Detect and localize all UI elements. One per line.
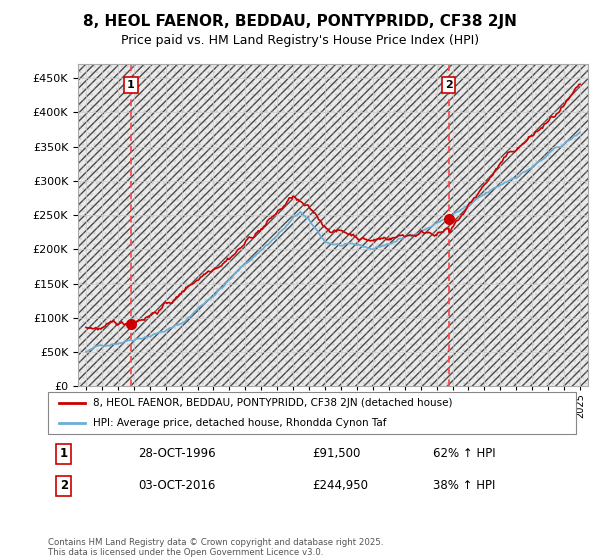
- Text: 2: 2: [445, 80, 452, 90]
- Text: £244,950: £244,950: [312, 479, 368, 492]
- Text: HPI: Average price, detached house, Rhondda Cynon Taf: HPI: Average price, detached house, Rhon…: [93, 418, 386, 428]
- Text: 2: 2: [60, 479, 68, 492]
- Text: 03-OCT-2016: 03-OCT-2016: [138, 479, 215, 492]
- Text: £91,500: £91,500: [312, 447, 361, 460]
- Text: Price paid vs. HM Land Registry's House Price Index (HPI): Price paid vs. HM Land Registry's House …: [121, 34, 479, 46]
- Text: 38% ↑ HPI: 38% ↑ HPI: [433, 479, 496, 492]
- Text: 62% ↑ HPI: 62% ↑ HPI: [433, 447, 496, 460]
- Text: 1: 1: [60, 447, 68, 460]
- Text: Contains HM Land Registry data © Crown copyright and database right 2025.
This d: Contains HM Land Registry data © Crown c…: [48, 538, 383, 557]
- Text: 1: 1: [127, 80, 135, 90]
- Text: 8, HEOL FAENOR, BEDDAU, PONTYPRIDD, CF38 2JN (detached house): 8, HEOL FAENOR, BEDDAU, PONTYPRIDD, CF38…: [93, 398, 452, 408]
- Text: 8, HEOL FAENOR, BEDDAU, PONTYPRIDD, CF38 2JN: 8, HEOL FAENOR, BEDDAU, PONTYPRIDD, CF38…: [83, 14, 517, 29]
- Text: 28-OCT-1996: 28-OCT-1996: [138, 447, 215, 460]
- FancyBboxPatch shape: [48, 392, 576, 434]
